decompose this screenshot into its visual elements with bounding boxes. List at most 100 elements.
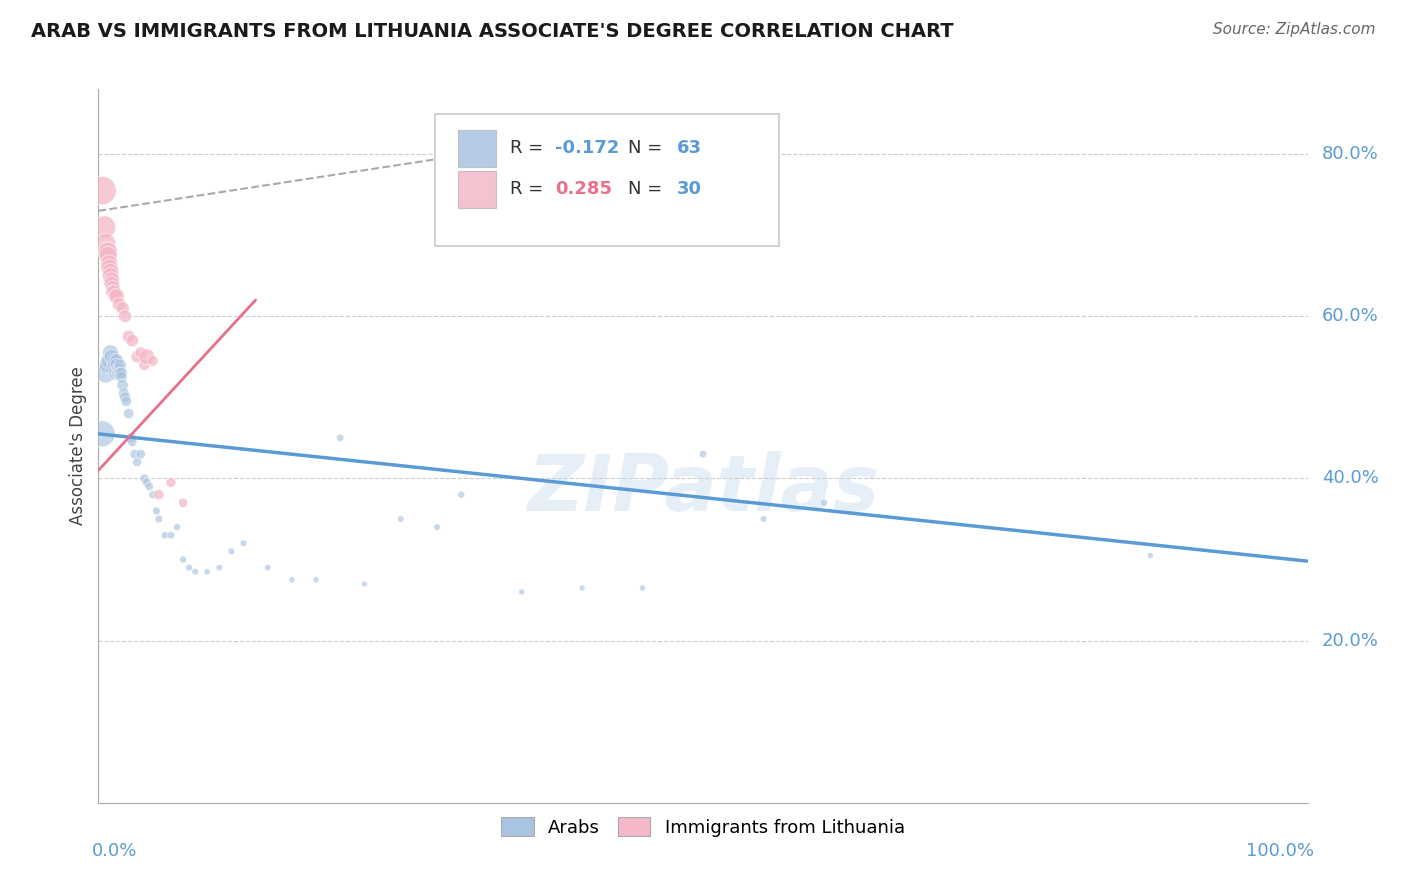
Point [184, 565, 207, 579]
Point [112, 386, 135, 401]
Point [103, 354, 125, 368]
Point [108, 297, 131, 311]
Point [221, 544, 243, 558]
Point [104, 362, 127, 376]
Point [107, 362, 129, 376]
Text: ARAB VS IMMIGRANTS FROM LITHUANIA ASSOCIATE'S DEGREE CORRELATION CHART: ARAB VS IMMIGRANTS FROM LITHUANIA ASSOCI… [31, 22, 953, 41]
Point [91, 184, 114, 198]
Text: 60.0%: 60.0% [1322, 307, 1379, 326]
Point [103, 358, 125, 372]
Point [100, 265, 122, 279]
Text: 30: 30 [676, 180, 702, 198]
Point [97, 248, 120, 262]
FancyBboxPatch shape [434, 114, 779, 246]
Point [104, 366, 127, 380]
Point [98, 256, 121, 270]
Point [124, 447, 146, 461]
Point [172, 496, 194, 510]
Point [127, 455, 149, 469]
Point [256, 560, 278, 574]
Legend: Arabs, Immigrants from Lithuania: Arabs, Immigrants from Lithuania [494, 810, 912, 844]
Point [142, 488, 165, 502]
Point [134, 471, 156, 485]
Point [138, 479, 160, 493]
Point [142, 354, 165, 368]
Point [91, 426, 114, 441]
Text: Source: ZipAtlas.com: Source: ZipAtlas.com [1212, 22, 1375, 37]
Text: 0.285: 0.285 [555, 180, 613, 198]
Point [129, 345, 152, 359]
Point [98, 354, 121, 368]
Point [100, 350, 122, 364]
Point [100, 277, 122, 291]
Point [105, 354, 128, 368]
Point [111, 301, 134, 315]
Point [389, 512, 412, 526]
Point [353, 577, 375, 591]
Point [160, 528, 183, 542]
Point [121, 434, 143, 449]
Text: N =: N = [628, 180, 668, 198]
Point [105, 358, 128, 372]
Point [100, 268, 122, 283]
Point [105, 289, 128, 303]
Point [94, 366, 117, 380]
Point [101, 285, 124, 299]
Text: 40.0%: 40.0% [1322, 469, 1379, 487]
Point [100, 345, 122, 359]
Point [111, 378, 134, 392]
Point [145, 504, 167, 518]
Text: N =: N = [628, 139, 668, 157]
Point [129, 447, 152, 461]
Text: 80.0%: 80.0% [1322, 145, 1379, 163]
Point [118, 407, 141, 421]
Text: -0.172: -0.172 [555, 139, 620, 157]
Point [107, 366, 129, 380]
Point [195, 565, 218, 579]
Point [103, 285, 125, 299]
Point [813, 496, 835, 510]
Point [160, 475, 183, 490]
Point [104, 289, 127, 303]
Point [97, 244, 120, 259]
Point [121, 334, 143, 348]
Point [153, 528, 176, 542]
Point [101, 362, 124, 376]
Text: 0.0%: 0.0% [93, 842, 138, 860]
Point [96, 244, 118, 259]
Point [127, 350, 149, 364]
Point [100, 273, 122, 287]
Point [94, 236, 117, 251]
Text: R =: R = [509, 180, 548, 198]
Text: 63: 63 [676, 139, 702, 157]
Point [565, 131, 588, 145]
Point [135, 475, 157, 490]
Point [120, 431, 142, 445]
Point [118, 329, 141, 343]
Point [208, 560, 231, 574]
FancyBboxPatch shape [457, 130, 496, 167]
Point [148, 512, 170, 526]
Point [426, 520, 449, 534]
Point [305, 573, 328, 587]
Y-axis label: Associate's Degree: Associate's Degree [69, 367, 87, 525]
Point [101, 281, 124, 295]
Point [135, 350, 157, 364]
Point [110, 366, 132, 380]
Text: 20.0%: 20.0% [1322, 632, 1379, 649]
Point [510, 585, 533, 599]
Point [115, 394, 138, 409]
Text: R =: R = [509, 139, 548, 157]
Point [166, 520, 188, 534]
Point [450, 488, 472, 502]
Point [98, 260, 121, 275]
Point [108, 366, 131, 380]
Point [108, 366, 131, 380]
Text: ZIPatlas: ZIPatlas [527, 450, 879, 527]
Point [179, 560, 201, 574]
FancyBboxPatch shape [457, 170, 496, 208]
Point [281, 573, 304, 587]
Point [134, 358, 156, 372]
Point [232, 536, 254, 550]
Point [108, 358, 131, 372]
